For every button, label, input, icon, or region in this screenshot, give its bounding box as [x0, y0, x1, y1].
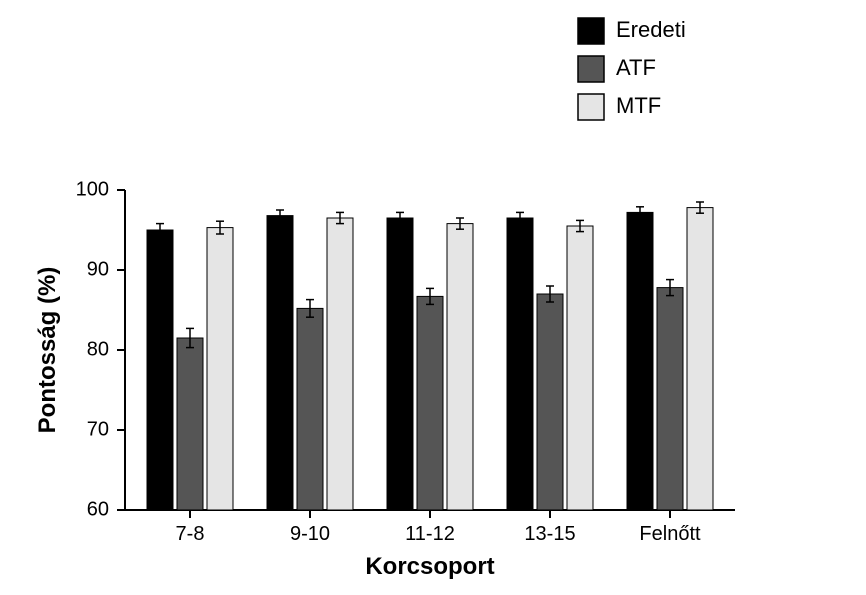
x-tick-label: 13-15: [524, 523, 575, 545]
bar: [267, 216, 293, 510]
x-tick-label: 9-10: [290, 523, 330, 545]
chart-container: 60 70 80 90 100 Pontosság (%) 7-8 9-10 11-12 13-1…: [0, 0, 866, 595]
legend-label: ATF: [616, 55, 656, 80]
x-tick-label: Felnőtt: [639, 523, 701, 545]
bar: [447, 224, 473, 510]
x-tick-label: 11-12: [405, 523, 455, 545]
bar: [537, 294, 563, 510]
y-tick-label: 100: [76, 178, 109, 200]
bar: [207, 228, 233, 510]
bar: [177, 338, 203, 510]
legend-label: Eredeti: [616, 17, 686, 42]
bar: [567, 226, 593, 510]
bar: [297, 308, 323, 510]
x-tick-label: 7-8: [176, 523, 205, 545]
bar: [417, 296, 443, 510]
bar: [327, 218, 353, 510]
bar: [147, 230, 173, 510]
y-axis-title: Pontosság (%): [34, 267, 61, 434]
bar: [507, 218, 533, 510]
bar: [627, 212, 653, 510]
legend-swatch: [578, 94, 604, 120]
legend-swatch: [578, 56, 604, 82]
legend-swatch: [578, 18, 604, 44]
x-axis-title: Korcsoport: [365, 553, 494, 580]
y-tick-label: 60: [87, 498, 109, 520]
bar-chart: 60 70 80 90 100 Pontosság (%) 7-8 9-10 11-12 13-1…: [0, 0, 866, 595]
y-tick-label: 80: [87, 338, 109, 360]
y-tick-label: 90: [87, 258, 109, 280]
bar: [687, 208, 713, 510]
bar: [657, 288, 683, 510]
legend-label: MTF: [616, 93, 661, 118]
y-tick-label: 70: [87, 418, 109, 440]
bar: [387, 218, 413, 510]
